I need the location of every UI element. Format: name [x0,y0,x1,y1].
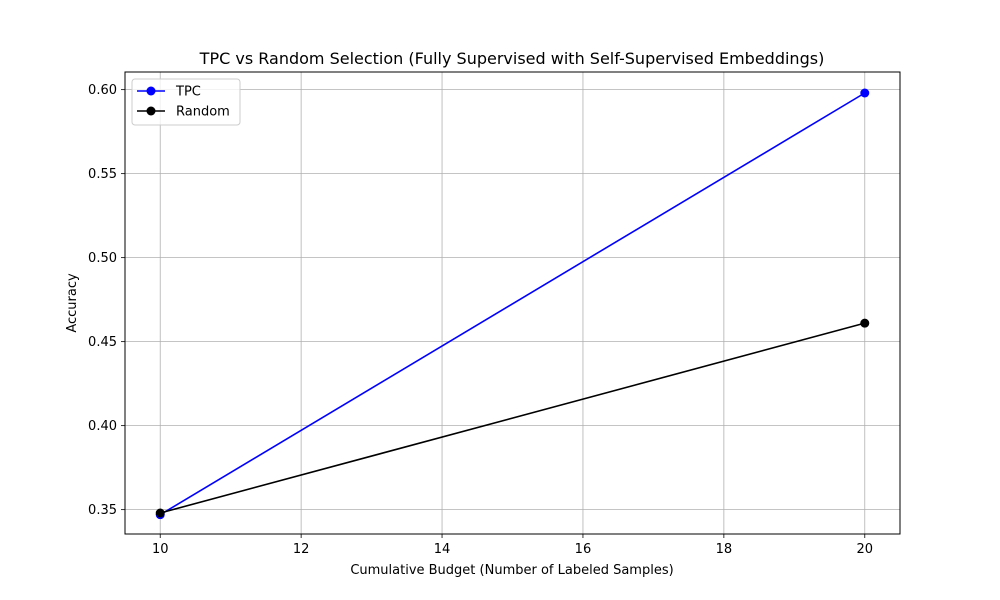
x-tick-label: 20 [856,542,873,557]
data-point-tpc [860,88,870,98]
data-point-random [860,318,870,328]
series-line-tpc [159,92,866,516]
legend-tpc-label: TPC [175,85,201,100]
x-tick-label: 16 [575,542,592,557]
y-tick-label: 0.45 [88,335,117,350]
x-tick-label: 14 [434,542,451,557]
x-tick-label: 12 [293,542,310,557]
legend-tpc-marker [146,86,156,96]
x-tick-label: 18 [716,542,733,557]
data-point-random [155,508,165,518]
series-random [155,318,870,518]
x-tick-label: 10 [152,542,169,557]
y-axis-ticks: 0.35 0.40 0.45 0.50 0.55 0.60 [88,83,125,518]
y-tick-label: 0.40 [88,419,117,434]
series-line-random [160,322,865,514]
x-axis-ticks: 10 12 14 16 18 20 [152,534,873,557]
series-layer [155,88,870,520]
legend-random-label: Random [176,105,230,120]
x-axis-label: Cumulative Budget (Number of Labeled Sam… [350,563,673,578]
y-tick-label: 0.60 [88,83,117,98]
y-tick-label: 0.55 [88,167,117,182]
plot-frame [124,71,901,535]
chart-title: TPC vs Random Selection (Fully Supervise… [199,49,825,68]
series-tpc [155,88,870,520]
y-axis-label: Accuracy [65,273,80,333]
legend-random-marker [146,106,156,116]
y-tick-label: 0.50 [88,251,117,266]
legend: TPC Random [131,78,241,126]
y-tick-label: 0.35 [88,503,117,518]
grid-lines [125,72,900,534]
